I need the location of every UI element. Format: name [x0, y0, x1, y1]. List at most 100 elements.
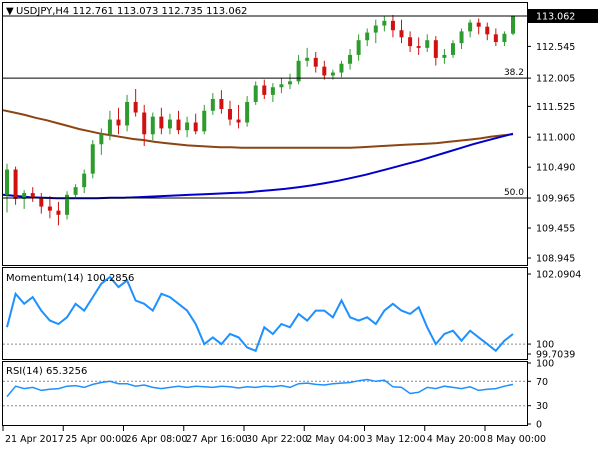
candle-body [82, 173, 87, 188]
candle-body [13, 169, 18, 199]
candle-body [236, 119, 241, 123]
time-tick-label: 26 Apr 08:00 [126, 434, 188, 445]
candle-body [511, 16, 515, 34]
candle-body [356, 40, 361, 55]
time-tick-label: 2 May 04:00 [306, 434, 365, 445]
rsi-tick-label: 30 [536, 401, 548, 412]
candle-body [373, 25, 378, 33]
candle-body [330, 72, 335, 76]
candle-body [39, 197, 44, 207]
price-tick-label: 109.455 [536, 224, 575, 235]
price-axis: 112.545 112.005 111.525 111.000 110.490 109.9… [527, 42, 575, 265]
time-tick-label: 25 Apr 00:00 [65, 434, 127, 445]
candle-body [99, 134, 104, 145]
candle-body [150, 116, 155, 135]
candle-body [450, 43, 455, 55]
candle-body [133, 101, 138, 113]
price-tick-label: 111.000 [536, 133, 575, 144]
price-tick-label: 110.490 [536, 163, 575, 174]
momentum-panel-frame [2, 267, 528, 360]
momentum-line [6, 275, 514, 353]
candle-body [65, 194, 70, 215]
candle-body [227, 108, 232, 120]
candle-body [185, 122, 190, 131]
rsi-panel-frame [2, 361, 528, 426]
candle-body [253, 85, 258, 102]
price-tick-label: 109.965 [536, 194, 575, 205]
candle-body [90, 144, 95, 174]
momentum-tick-label: 99.7039 [536, 350, 575, 361]
candle-body [296, 60, 301, 82]
last-price-marker: 113.062 [3, 9, 598, 23]
candle-body [459, 31, 464, 44]
candle-body [202, 110, 207, 132]
candle-body [210, 98, 215, 111]
price-panel-frame [2, 2, 528, 266]
rsi-series-line [6, 378, 514, 398]
candle-body [408, 37, 413, 47]
candle-body [305, 57, 310, 61]
chart-header-arrow: ▼ [6, 6, 14, 17]
candle-body [442, 54, 447, 58]
candle-body [245, 101, 250, 123]
time-tick-label: 21 Apr 2017 [5, 434, 64, 445]
candle-body [416, 46, 421, 48]
candle-body [390, 20, 395, 31]
candle-body [313, 57, 318, 67]
rsi-tick-label: 0 [536, 420, 542, 431]
candle-body [219, 98, 224, 109]
price-tick-label: 112.005 [536, 74, 575, 85]
fibonacci-levels: 38.2 50.0 [3, 68, 527, 199]
candle-body [5, 169, 9, 195]
candle-body [365, 32, 370, 41]
candle-body [270, 87, 275, 95]
rsi-axis: 100 70 30 0 [3, 359, 554, 431]
rsi-line [6, 378, 514, 398]
candle-body [73, 187, 78, 195]
price-tick-label: 108.945 [536, 254, 575, 265]
momentum-tick-label: 100 [536, 340, 554, 351]
fib-level-label: 50.0 [504, 188, 524, 198]
momentum-series-line [6, 275, 514, 353]
candle-body [125, 101, 130, 126]
candle-body [433, 40, 438, 58]
candle-body [485, 26, 490, 35]
candle-body [279, 84, 284, 88]
candle-body [47, 206, 52, 211]
candle-body [22, 193, 27, 199]
time-tick-label: 27 Apr 16:00 [186, 434, 248, 445]
momentum-tick-label: 102.0904 [536, 270, 581, 281]
candle-body [339, 63, 344, 73]
candle-body [176, 119, 181, 131]
candle-body [193, 122, 198, 132]
price-tick-label: 111.525 [536, 102, 575, 113]
momentum-label: Momentum(14) 100.2856 [6, 273, 134, 284]
candle-body [502, 33, 507, 42]
rsi-label: RSI(14) 65.3256 [6, 366, 87, 377]
candle-body [493, 34, 498, 42]
last-price-box [528, 9, 598, 23]
candle-body [56, 210, 61, 215]
candle-body [425, 40, 430, 48]
candle-body [348, 54, 353, 64]
time-tick-label: 30 Apr 22:00 [246, 434, 308, 445]
candle-body [159, 116, 164, 129]
candle-body [322, 66, 327, 76]
moving-average-line-1 [2, 109, 514, 149]
candle-body [468, 22, 473, 32]
candle-body [382, 20, 387, 26]
chart-header-label: USDJPY,H4 112.761 113.073 112.735 113.06… [16, 6, 247, 17]
price-tick-label: 112.545 [536, 42, 575, 53]
rsi-tick-label: 70 [536, 377, 548, 388]
rsi-tick-label: 100 [536, 359, 554, 370]
fib-level-label: 38.2 [504, 68, 524, 78]
candle-body [167, 119, 172, 129]
candle-body [142, 112, 147, 135]
time-tick-label: 3 May 12:00 [367, 434, 426, 445]
candle-body [116, 119, 121, 126]
candle-body [262, 85, 267, 95]
